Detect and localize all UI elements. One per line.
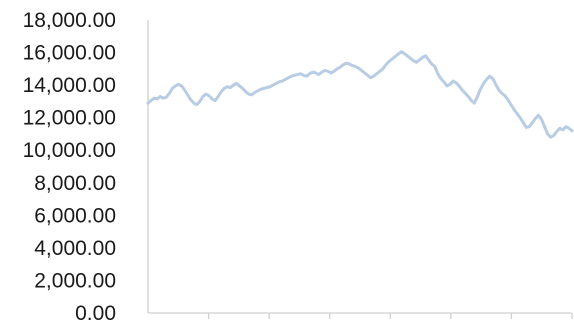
x-axis-ticks bbox=[207, 313, 573, 319]
y-tick-label: 14,000.00 bbox=[23, 74, 116, 97]
y-tick-label: 6,000.00 bbox=[34, 204, 116, 227]
y-tick-label: 0.00 bbox=[75, 302, 116, 325]
y-tick-label: 16,000.00 bbox=[23, 42, 116, 65]
y-tick-label: 12,000.00 bbox=[23, 107, 116, 130]
series-line bbox=[146, 50, 574, 139]
y-tick-label: 8,000.00 bbox=[34, 172, 116, 195]
y-tick-label: 18,000.00 bbox=[23, 9, 116, 32]
y-tick-label: 10,000.00 bbox=[23, 139, 116, 162]
y-tick-label: 2,000.00 bbox=[34, 269, 116, 292]
y-axis-tick-labels: 0.00 2,000.00 4,000.00 6,000.00 8,000.00 10,0… bbox=[23, 9, 116, 325]
y-tick-label: 4,000.00 bbox=[34, 237, 116, 260]
